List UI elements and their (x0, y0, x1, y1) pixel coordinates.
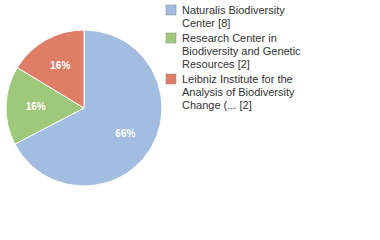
legend-line: Leibniz Institute for the (182, 73, 293, 85)
data-label: 16% (26, 101, 46, 112)
pie (6, 30, 162, 186)
data-label: 66% (115, 128, 135, 139)
legend-label: Research Center inBiodiversity and Genet… (182, 32, 301, 70)
pie-slice (15, 30, 162, 186)
legend-line: Naturalis Biodiversity (182, 4, 285, 16)
legend-swatch (166, 5, 176, 15)
data-labels: 66% 16% 16% (26, 60, 136, 138)
data-label: 16% (50, 60, 70, 71)
chart: 66% 16% 16% Naturalis BiodiversityCenter [8… (0, 0, 380, 240)
legend-line: Biodiversity and Genetic (182, 45, 301, 57)
legend-line: Center [8] (182, 17, 230, 29)
legend: Naturalis BiodiversityCenter [8] Research… (166, 4, 301, 111)
legend-line: Resources [2] (182, 58, 250, 70)
legend-line: Change (... [2] (182, 99, 252, 111)
legend-label: Naturalis BiodiversityCenter [8] (182, 4, 285, 29)
legend-line: Analysis of Biodiversity (182, 86, 295, 98)
legend-swatch (166, 33, 176, 43)
pie-slice (17, 30, 84, 108)
legend-label: Leibniz Institute for theAnalysis of Bio… (182, 73, 295, 111)
legend-line: Research Center in (182, 32, 277, 44)
legend-swatch (166, 74, 176, 84)
